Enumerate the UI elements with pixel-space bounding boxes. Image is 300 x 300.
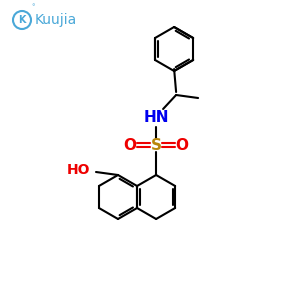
Text: O: O — [124, 137, 136, 152]
Text: °: ° — [32, 4, 35, 10]
Text: HO: HO — [67, 163, 90, 177]
Text: S: S — [151, 137, 162, 152]
Text: O: O — [176, 137, 189, 152]
Text: K: K — [18, 15, 26, 25]
Text: HN: HN — [143, 110, 169, 124]
Text: Kuujia: Kuujia — [35, 13, 77, 27]
